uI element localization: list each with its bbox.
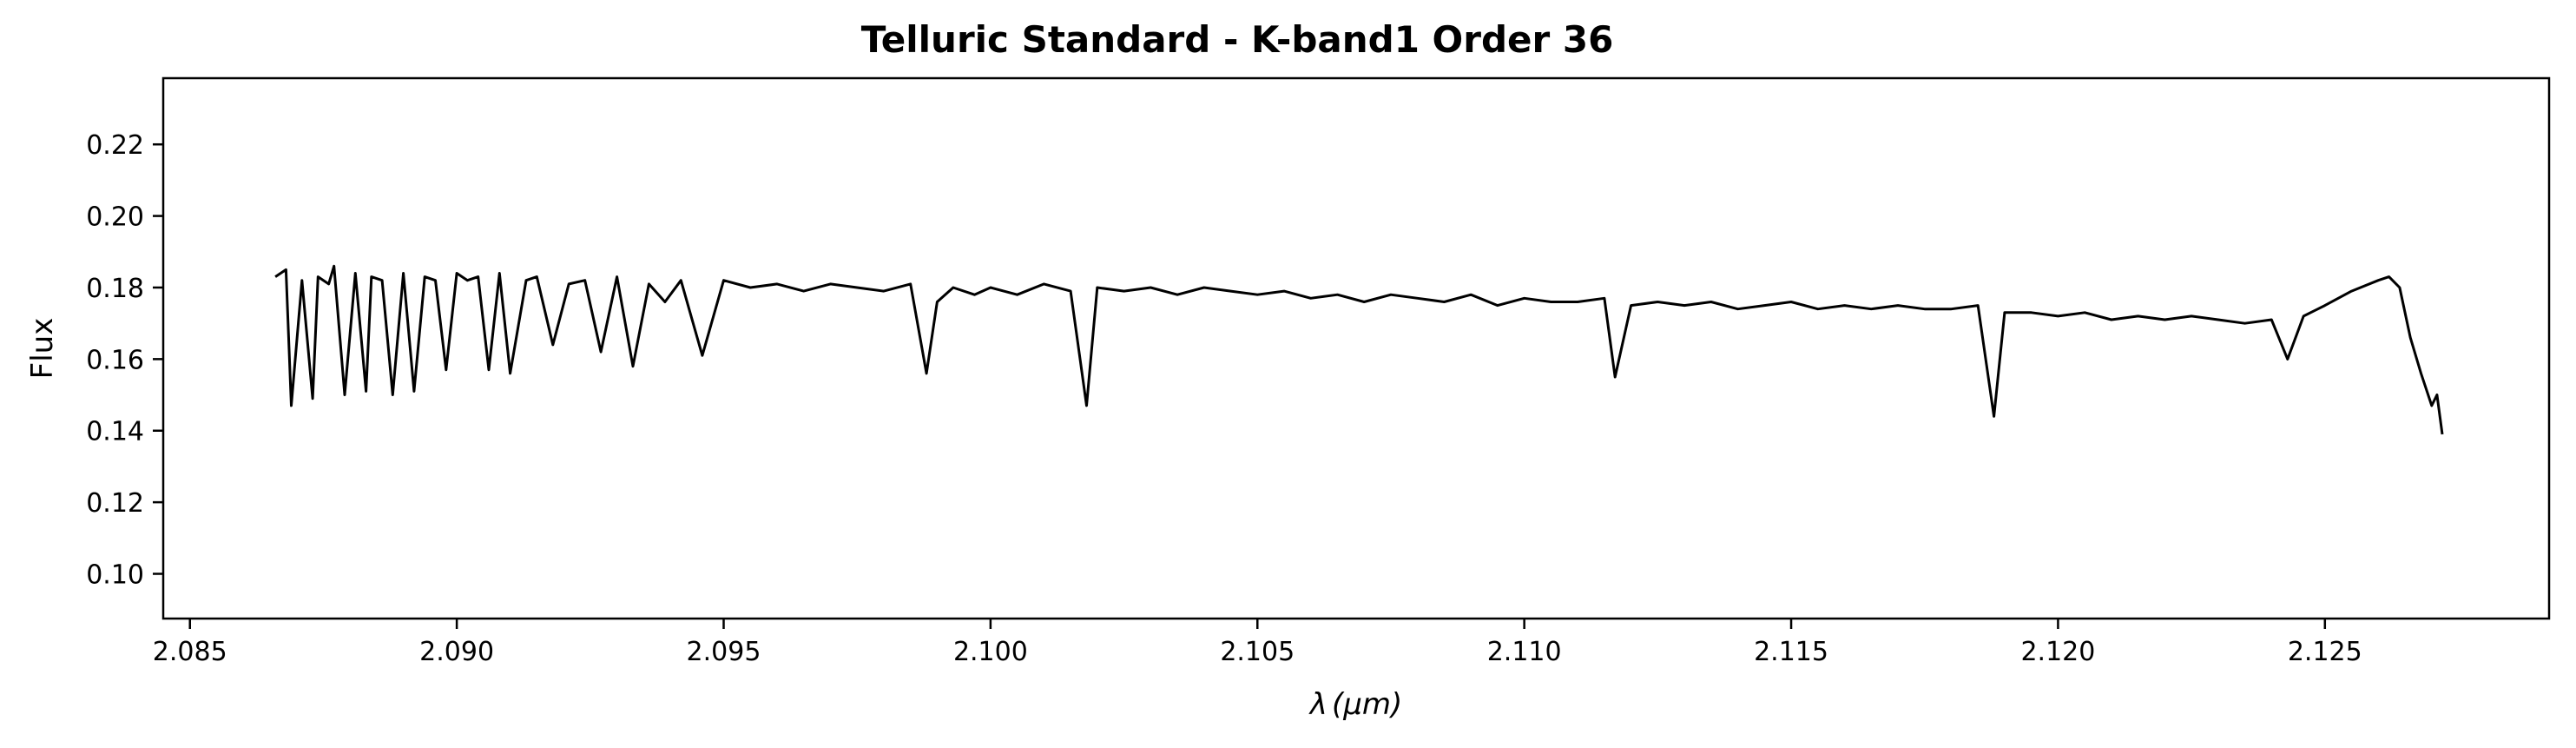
x-tick-label: 2.085 [153,637,227,667]
x-axis-label-unit: (μm) [1332,687,1402,722]
x-tick-label: 2.120 [2020,637,2095,667]
x-tick-label: 2.125 [2288,637,2362,667]
x-axis: 2.085 2.090 2.095 2.100 2.105 2.110 2.115 2.120… [153,619,2362,667]
axes-frame [161,76,2551,620]
x-tick-label: 2.110 [1487,637,1562,667]
x-axis-label-symbol: λ [1308,687,1328,722]
chart-title: Telluric Standard - K-band1 Order 36 [861,18,1614,61]
x-tick-label: 2.090 [419,637,494,667]
y-tick-label: 0.10 [86,560,144,591]
y-tick-label: 0.12 [86,488,144,519]
y-tick-label: 0.16 [86,345,144,375]
x-tick-label: 2.115 [1754,637,1828,667]
y-tick-label: 0.20 [86,202,144,233]
x-axis-label: λ (μm) [1308,687,1403,722]
x-tick-label: 2.100 [953,637,1028,667]
x-tick-label: 2.105 [1220,637,1295,667]
y-axis-label: Flux [25,318,60,380]
x-tick-label: 2.095 [687,637,761,667]
y-tick-label: 0.18 [86,274,144,304]
spectrum-line-0 [274,264,2444,435]
plot-area [274,264,2444,435]
y-axis: 0.10 0.12 0.14 0.16 0.18 0.20 0.22 [86,130,163,591]
y-tick-label: 0.14 [86,417,144,447]
y-tick-label: 0.22 [86,130,144,161]
